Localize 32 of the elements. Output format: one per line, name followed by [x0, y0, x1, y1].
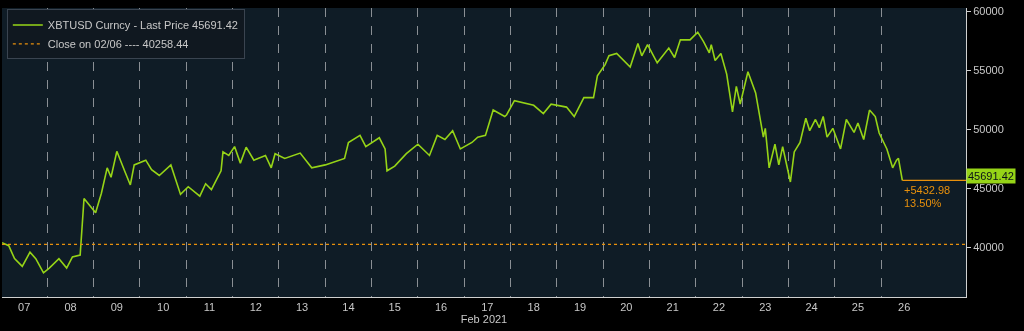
- x-tick-label: 24: [805, 301, 818, 314]
- x-tick-label: 11: [203, 301, 216, 314]
- y-tick-label: 60000: [973, 5, 1004, 18]
- annotation: 13.50%: [904, 197, 942, 209]
- legend-label: Close on 02/06 ---- 40258.44: [47, 38, 189, 51]
- x-tick-label: 12: [249, 301, 262, 314]
- x-tick-label: 16: [434, 301, 448, 314]
- x-axis-title: Feb 2021: [460, 313, 508, 326]
- x-tick-label: 10: [157, 301, 170, 314]
- x-tick-label: 23: [759, 301, 772, 314]
- x-tick-label: 13: [295, 301, 309, 314]
- x-tick-label: 07: [18, 301, 31, 314]
- x-tick-label: 14: [342, 301, 355, 314]
- y-tick-label: 40000: [973, 241, 1004, 254]
- x-tick-label: 26: [898, 301, 911, 314]
- x-tick-label: 20: [620, 301, 633, 314]
- x-tick-label: 18: [527, 301, 540, 314]
- x-tick-label: 21: [666, 301, 679, 314]
- x-tick-label: 22: [712, 301, 726, 314]
- x-tick-label: 08: [64, 301, 77, 314]
- legend-label: XBTUSD Curncy - Last Price 45691.42: [47, 19, 238, 32]
- y-tick-label: 50000: [973, 123, 1004, 136]
- y-tick-label: 45000: [973, 182, 1004, 195]
- line-series: [2, 31, 904, 274]
- x-tick-label: 09: [110, 301, 123, 314]
- x-tick-label: 15: [388, 301, 401, 314]
- y-tick-label: 55000: [973, 64, 1004, 77]
- x-tick-label: 19: [573, 301, 587, 314]
- x-tick-label: 17: [481, 301, 494, 314]
- annotation: 45691.42: [968, 170, 1014, 182]
- annotation: +5432.98: [904, 184, 951, 196]
- x-tick-label: 25: [851, 301, 865, 314]
